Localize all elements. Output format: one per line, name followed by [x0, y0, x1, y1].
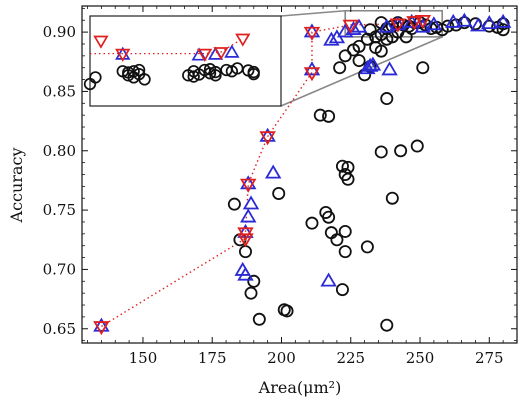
circle-point — [352, 54, 366, 68]
triangle-up-point — [237, 223, 254, 238]
circle-point — [272, 186, 286, 200]
triangle-up-point — [469, 17, 487, 32]
triangle-up-point — [242, 195, 260, 210]
circle-point — [374, 145, 388, 159]
triangle-up-point — [494, 13, 512, 28]
triangle-up-point — [378, 18, 395, 33]
triangle-up-point — [320, 272, 337, 287]
circle-point — [338, 245, 352, 259]
triangle-up-point — [359, 60, 376, 75]
inset-circle-point — [138, 73, 151, 86]
circle-point — [335, 283, 349, 297]
triangle-up-point — [445, 13, 462, 28]
circle-point — [410, 139, 424, 153]
triangle-down-point — [414, 14, 432, 30]
triangle-up-point — [414, 18, 432, 33]
circle-point — [416, 61, 430, 75]
inset-triangle-down-point — [93, 35, 109, 49]
inset-triangle-down-point — [196, 48, 213, 62]
circle-point — [333, 61, 347, 75]
circle-point — [280, 304, 294, 318]
circle-point — [338, 49, 352, 63]
circle-point — [394, 144, 408, 158]
y-tick-label: 0.85 — [43, 82, 76, 100]
inset-panel — [83, 15, 282, 107]
circle-point — [322, 210, 336, 224]
circle-point — [496, 23, 510, 37]
inset-frame — [89, 15, 282, 107]
inset-circle-point — [187, 70, 200, 83]
triangle-up-point — [361, 57, 379, 72]
circle-point — [341, 172, 355, 186]
circle-point — [380, 92, 394, 106]
y-tick-label: 0.75 — [43, 201, 76, 219]
circle-point — [360, 240, 374, 254]
triangle-down-point — [406, 16, 423, 31]
x-tick-label: 225 — [336, 349, 365, 367]
x-tick-label: 150 — [129, 349, 158, 367]
inset-edge-circle — [83, 77, 97, 91]
y-axis-label: Accuracy — [7, 148, 26, 224]
circle-point — [322, 109, 336, 123]
triangle-up-point — [240, 208, 257, 223]
inset-triangle-down-point — [213, 47, 229, 61]
triangle-down-point — [240, 178, 257, 193]
circle-point — [385, 191, 399, 205]
triangle-down-point — [303, 26, 321, 41]
triangle-up-point — [237, 266, 254, 281]
inset-triangle-down-point — [235, 33, 251, 47]
triangle-up-point — [323, 31, 340, 46]
triangle-up-point — [350, 18, 368, 33]
y-tick-label: 0.90 — [43, 23, 76, 41]
circle-point — [352, 39, 366, 53]
triangle-up-point — [364, 56, 382, 71]
inset-circle-point — [203, 67, 217, 80]
triangle-up-point — [93, 317, 110, 332]
x-axis-label: Area(μm²) — [258, 378, 342, 397]
triangle-up-point — [259, 127, 276, 142]
triangle-down-point — [237, 227, 254, 242]
circle-point — [380, 318, 394, 332]
data-layer — [93, 12, 512, 336]
circle-point — [244, 286, 258, 300]
triangle-up-point — [481, 15, 498, 30]
circle-point — [252, 312, 266, 326]
triangle-up-point — [425, 16, 443, 31]
circle-point — [338, 224, 352, 238]
x-tick-label: 275 — [475, 349, 504, 367]
y-tick-label: 0.80 — [43, 142, 76, 160]
triangle-up-point — [456, 12, 473, 27]
triangle-down-point — [259, 131, 276, 146]
triangle-down-point — [93, 321, 110, 336]
axes-layer: 150 175 200 225 250 275 0.65 0.70 0.75 0.80 0.85 0.… — [43, 5, 518, 367]
circle-point — [330, 233, 344, 247]
circle-point — [313, 108, 327, 122]
triangle-up-point — [403, 13, 420, 28]
triangle-down-point — [389, 18, 407, 33]
y-tick-label: 0.65 — [43, 320, 76, 338]
triangle-up-point — [381, 61, 398, 76]
triangle-down-point — [303, 67, 321, 82]
triangle-up-point — [240, 175, 257, 190]
circle-point — [374, 44, 388, 58]
triangle-down-point — [342, 19, 359, 34]
inset-triangle-up-point — [224, 44, 240, 58]
inset-circle-point — [209, 69, 222, 82]
zoom-connector-top — [280, 9, 346, 17]
triangle-up-point — [264, 164, 282, 179]
triangle-up-point — [345, 20, 362, 35]
x-tick-label: 250 — [406, 349, 435, 367]
x-tick-label: 200 — [267, 349, 296, 367]
inset-triangle-down-point — [115, 48, 131, 62]
triangle-down-point — [237, 233, 254, 248]
circle-point — [247, 274, 261, 288]
y-tick-label: 0.70 — [43, 260, 76, 278]
circle-point — [227, 197, 241, 211]
triangle-up-point — [303, 23, 321, 38]
circle-point — [335, 159, 349, 173]
inset-circle-point — [247, 67, 260, 81]
x-tick-label: 175 — [198, 349, 227, 367]
circle-point — [305, 216, 319, 230]
